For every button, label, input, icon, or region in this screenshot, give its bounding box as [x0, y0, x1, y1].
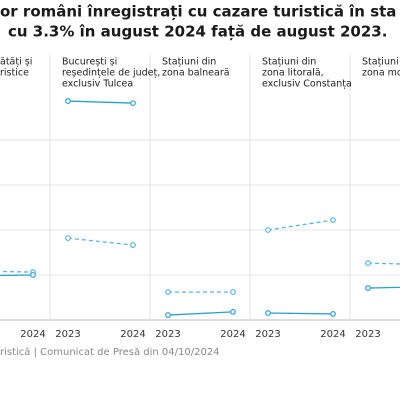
line [0, 270, 34, 273]
line [267, 312, 334, 315]
x-tick-label: 2024 [320, 329, 345, 340]
panel-title: București și [62, 57, 117, 68]
point [165, 312, 171, 318]
point [165, 289, 171, 296]
point [365, 260, 371, 266]
panel-title: zona balneară [162, 68, 230, 79]
title-line: or români înregistrați cu cazare turisti… [0, 3, 396, 21]
panel-title: ătăți și [0, 57, 32, 68]
line [167, 311, 234, 316]
title-line: cu 3.3% în august 2024 față de august 20… [8, 23, 387, 41]
x-tick-label: 2023 [55, 329, 80, 340]
panel-title: Stațiuni d [362, 57, 400, 68]
panel-title: exclusiv Constanța [262, 79, 352, 90]
point [65, 98, 71, 104]
point [330, 311, 336, 317]
x-tick-label: 2024 [220, 329, 245, 340]
x-tick-label: 2023 [155, 329, 180, 340]
x-tick-label: 2023 [255, 329, 280, 340]
panel-title: ristice [0, 68, 29, 79]
point [265, 227, 271, 233]
panel-title: zona mo [362, 68, 400, 79]
point [130, 100, 136, 106]
point [30, 272, 36, 278]
point [330, 217, 336, 224]
line [267, 219, 334, 231]
panel-title: exclusiv Tulcea [62, 79, 133, 90]
point [365, 285, 371, 291]
panel-title: zona litorală, [262, 68, 324, 79]
x-tick-label: 2024 [120, 329, 145, 340]
point [65, 235, 71, 242]
line [67, 100, 134, 104]
point [265, 310, 271, 316]
point [130, 242, 136, 248]
line [0, 274, 34, 277]
x-tick-label: 2024 [20, 329, 45, 340]
line [367, 286, 400, 289]
panel-title: Stațiuni din [162, 57, 216, 68]
panel-title: reședințele de județ, [62, 68, 160, 79]
x-tick-label: 2023 [355, 329, 380, 340]
line [367, 262, 400, 265]
footer: ristică | Comunicat de Presă din 04/10/2… [0, 347, 220, 358]
point [230, 289, 236, 296]
line [67, 237, 134, 246]
point [230, 309, 236, 315]
panel-title: Stațiuni din [262, 57, 316, 68]
